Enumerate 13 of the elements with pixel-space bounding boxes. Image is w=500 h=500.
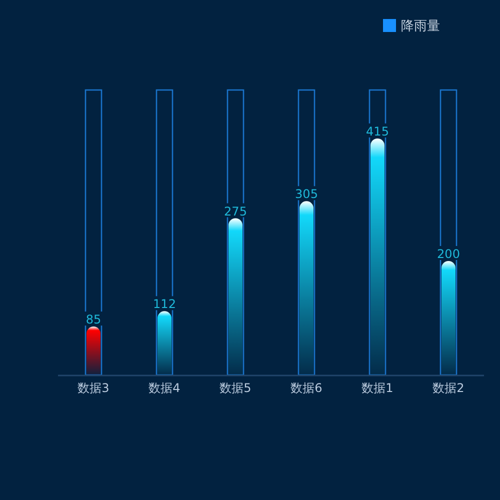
x-tick-label: 数据2 <box>432 381 464 395</box>
data-label: 275 <box>224 204 247 218</box>
x-tick-label: 数据4 <box>148 381 180 395</box>
x-tick-label: 数据6 <box>290 381 322 395</box>
data-label: 200 <box>437 247 460 261</box>
data-label: 415 <box>366 124 389 138</box>
data-label: 85 <box>86 312 102 327</box>
x-tick-label: 数据3 <box>78 381 110 395</box>
data-label: 305 <box>295 187 318 202</box>
x-tick-label: 数据1 <box>362 381 394 395</box>
legend-label: 降雨量 <box>401 19 440 34</box>
data-label: 112 <box>153 297 176 312</box>
x-tick-label: 数据5 <box>220 381 252 395</box>
